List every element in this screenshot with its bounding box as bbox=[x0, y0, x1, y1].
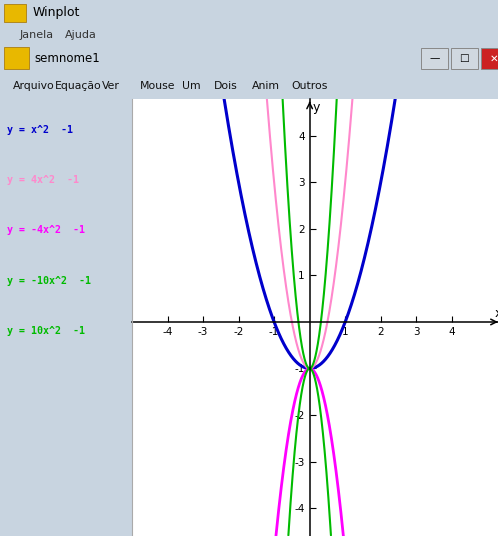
Text: Ver: Ver bbox=[102, 81, 120, 91]
Text: —: — bbox=[429, 54, 440, 63]
Text: Equação: Equação bbox=[55, 81, 102, 91]
Bar bbox=[4, 47, 29, 70]
Text: Janela: Janela bbox=[20, 30, 54, 40]
Text: y = 4x^2  -1: y = 4x^2 -1 bbox=[6, 175, 79, 185]
Text: Um: Um bbox=[182, 81, 200, 91]
Bar bbox=[481, 48, 498, 69]
Text: Anim: Anim bbox=[251, 81, 279, 91]
Text: x: x bbox=[495, 307, 498, 320]
Text: y = 10x^2  -1: y = 10x^2 -1 bbox=[6, 326, 85, 336]
Text: Dois: Dois bbox=[214, 81, 238, 91]
Bar bbox=[451, 48, 478, 69]
Text: Outros: Outros bbox=[291, 81, 328, 91]
Text: Winplot: Winplot bbox=[32, 6, 80, 19]
Bar bbox=[421, 48, 448, 69]
Text: Arquivo: Arquivo bbox=[12, 81, 54, 91]
Bar bbox=[4, 4, 26, 22]
Text: y = -4x^2  -1: y = -4x^2 -1 bbox=[6, 226, 85, 235]
Text: y = -10x^2  -1: y = -10x^2 -1 bbox=[6, 276, 91, 286]
Text: semnome1: semnome1 bbox=[35, 52, 101, 65]
Text: □: □ bbox=[460, 54, 469, 63]
Text: ✕: ✕ bbox=[490, 54, 498, 63]
Text: Mouse: Mouse bbox=[139, 81, 175, 91]
Text: y: y bbox=[312, 101, 320, 114]
Text: y = x^2  -1: y = x^2 -1 bbox=[6, 125, 73, 135]
Text: Ajuda: Ajuda bbox=[65, 30, 97, 40]
